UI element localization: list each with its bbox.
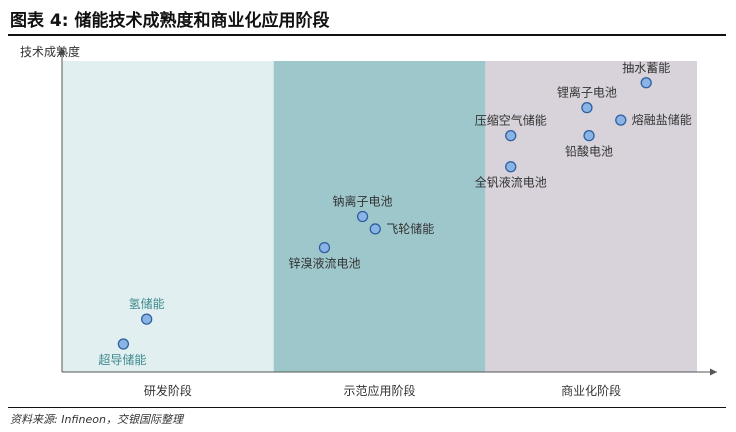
stage-band-2 [273, 61, 486, 372]
figure-title: 图表 4: 储能技术成熟度和商业化应用阶段 [10, 11, 330, 31]
data-label: 钠离子电池 [333, 194, 393, 209]
title-rule [8, 34, 726, 36]
data-label: 熔融盐储能 [632, 112, 692, 127]
source-note: 资料来源: Infineon，交银国际整理 [10, 413, 183, 426]
data-point [356, 210, 369, 223]
data-point [505, 129, 517, 142]
stage-label: 研发阶段 [144, 383, 192, 398]
source-rule [8, 407, 726, 408]
stage-label: 示范应用阶段 [343, 383, 415, 398]
stage-band-3 [485, 61, 697, 372]
y-axis-label: 技术成熟度 [20, 44, 80, 59]
stage-label: 商业化阶段 [561, 383, 621, 398]
data-label: 超导储能 [98, 352, 146, 367]
data-label: 锌溴液流电池 [288, 256, 360, 271]
data-point [615, 114, 627, 126]
data-label: 压缩空气储能 [475, 113, 547, 128]
stage-band-1 [62, 61, 274, 372]
data-point [505, 161, 517, 173]
data-point [369, 223, 381, 235]
data-label: 锂离子电池 [557, 85, 617, 100]
y-axis-arrow [58, 48, 66, 55]
data-point [581, 102, 593, 114]
data-point [583, 129, 595, 142]
data-label: 氢储能 [129, 296, 165, 311]
data-point [318, 241, 331, 254]
data-point [117, 338, 130, 350]
data-label: 全钒液流电池 [475, 175, 547, 190]
data-label: 铅酸电池 [565, 144, 613, 159]
data-point [141, 313, 153, 325]
data-label: 抽水蓄能 [622, 61, 670, 75]
x-axis-arrow [710, 368, 717, 376]
data-point [640, 77, 652, 89]
data-label: 飞轮储能 [386, 221, 434, 236]
